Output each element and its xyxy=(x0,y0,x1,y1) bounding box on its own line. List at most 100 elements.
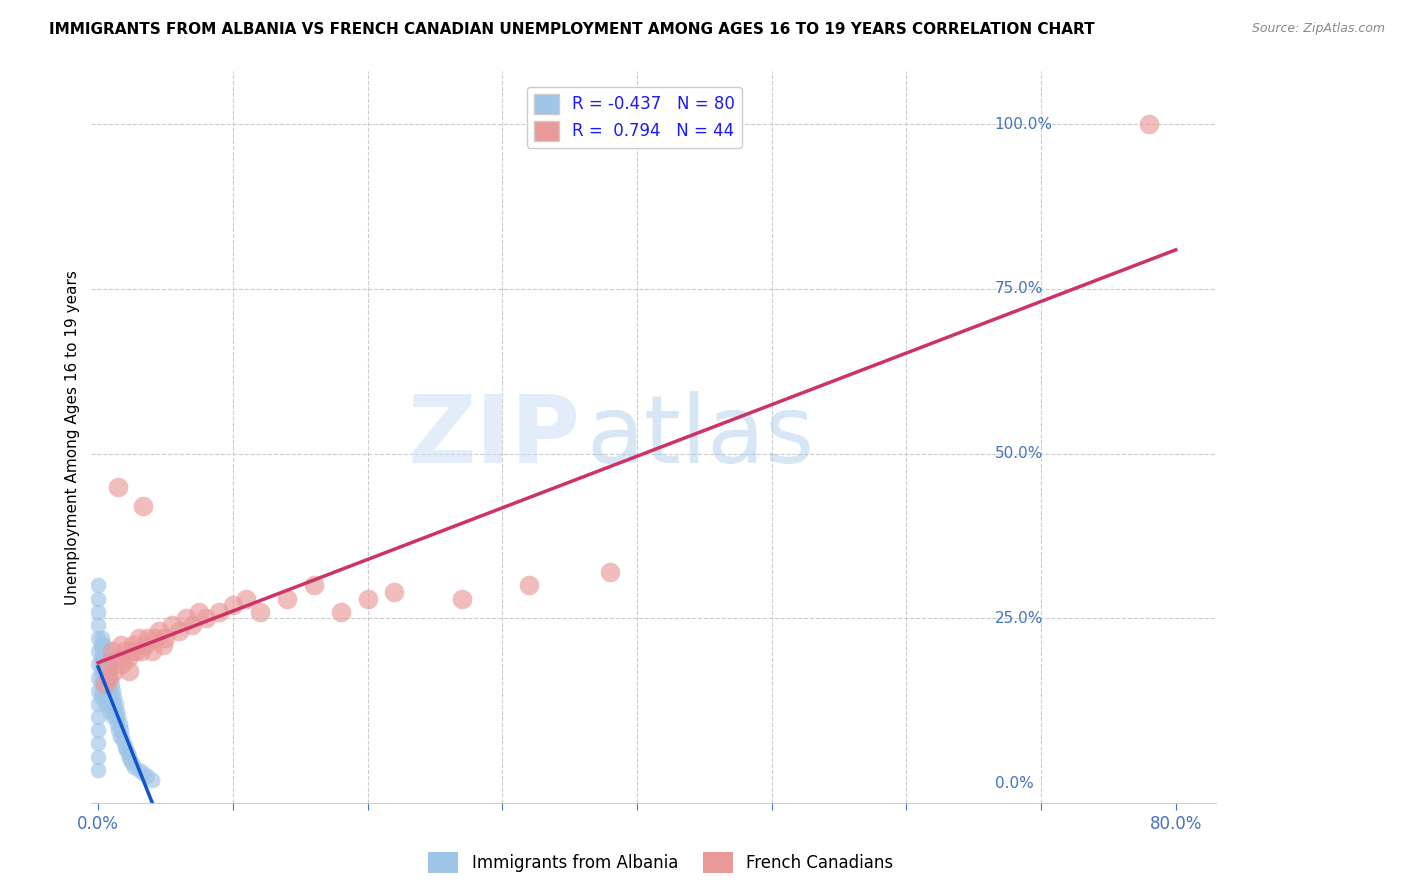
Point xyxy=(174,611,197,625)
Point xyxy=(107,723,129,738)
Point xyxy=(87,618,110,632)
Point xyxy=(98,697,121,711)
Point xyxy=(167,624,190,639)
Point xyxy=(93,677,115,691)
Point xyxy=(87,683,110,698)
Point xyxy=(96,677,118,691)
Point xyxy=(91,657,114,672)
Point xyxy=(94,677,117,691)
Point xyxy=(121,756,143,771)
Point xyxy=(87,749,110,764)
Point xyxy=(87,591,110,606)
Point xyxy=(143,631,166,645)
Point xyxy=(96,671,118,685)
Point xyxy=(100,644,122,658)
Point xyxy=(131,500,153,514)
Point xyxy=(136,631,159,645)
Point xyxy=(114,644,136,658)
Point xyxy=(134,638,156,652)
Point xyxy=(118,749,141,764)
Point xyxy=(93,650,115,665)
Point xyxy=(87,710,110,724)
Point xyxy=(96,657,118,672)
Y-axis label: Unemployment Among Ages 16 to 19 years: Unemployment Among Ages 16 to 19 years xyxy=(65,269,80,605)
Point xyxy=(94,657,117,672)
Point xyxy=(91,683,114,698)
Text: atlas: atlas xyxy=(586,391,814,483)
Point xyxy=(208,605,231,619)
Point xyxy=(117,650,139,665)
Text: Source: ZipAtlas.com: Source: ZipAtlas.com xyxy=(1251,22,1385,36)
Point xyxy=(188,605,211,619)
Point xyxy=(107,479,129,493)
Point xyxy=(302,578,325,592)
Point xyxy=(93,664,115,678)
Point xyxy=(110,723,132,738)
Point xyxy=(329,605,352,619)
Point xyxy=(141,772,163,787)
Point xyxy=(122,638,145,652)
Point xyxy=(96,690,118,705)
Point xyxy=(94,683,117,698)
Point xyxy=(90,690,112,705)
Point xyxy=(101,683,124,698)
Point xyxy=(105,716,128,731)
Point xyxy=(94,697,117,711)
Point xyxy=(104,697,127,711)
Point xyxy=(97,704,120,718)
Point xyxy=(90,664,112,678)
Point xyxy=(105,650,128,665)
Point xyxy=(87,697,110,711)
Point xyxy=(101,697,124,711)
Point xyxy=(110,638,132,652)
Point xyxy=(91,644,114,658)
Point xyxy=(96,657,118,672)
Point xyxy=(128,763,150,777)
Point xyxy=(181,618,204,632)
Legend: R = -0.437   N = 80, R =  0.794   N = 44: R = -0.437 N = 80, R = 0.794 N = 44 xyxy=(527,87,742,148)
Point xyxy=(101,710,124,724)
Point xyxy=(97,677,120,691)
Point xyxy=(118,664,141,678)
Point xyxy=(93,638,115,652)
Point xyxy=(141,644,163,658)
Point xyxy=(94,671,117,685)
Point xyxy=(115,743,138,757)
Point xyxy=(87,671,110,685)
Text: 50.0%: 50.0% xyxy=(994,446,1043,461)
Point xyxy=(111,730,134,744)
Point xyxy=(87,763,110,777)
Point xyxy=(90,677,112,691)
Point xyxy=(235,591,257,606)
Point xyxy=(87,644,110,658)
Point xyxy=(249,605,271,619)
Point xyxy=(125,644,148,658)
Point xyxy=(103,690,125,705)
Point xyxy=(87,605,110,619)
Text: 100.0%: 100.0% xyxy=(994,117,1053,132)
Point xyxy=(128,631,150,645)
Point xyxy=(87,578,110,592)
Point xyxy=(135,769,157,783)
Point xyxy=(87,737,110,751)
Point xyxy=(107,710,129,724)
Point xyxy=(98,671,121,685)
Text: 0.0%: 0.0% xyxy=(994,775,1033,790)
Point xyxy=(96,697,118,711)
Point xyxy=(96,683,118,698)
Point xyxy=(87,657,110,672)
Text: 75.0%: 75.0% xyxy=(994,281,1043,296)
Point xyxy=(111,657,134,672)
Point xyxy=(112,737,135,751)
Point xyxy=(96,664,118,678)
Point xyxy=(517,578,540,592)
Point xyxy=(97,690,120,705)
Point xyxy=(194,611,217,625)
Point xyxy=(108,716,131,731)
Point xyxy=(103,704,125,718)
Text: 25.0%: 25.0% xyxy=(994,611,1043,626)
Point xyxy=(152,638,174,652)
Point xyxy=(91,631,114,645)
Point xyxy=(103,664,125,678)
Point xyxy=(90,650,112,665)
